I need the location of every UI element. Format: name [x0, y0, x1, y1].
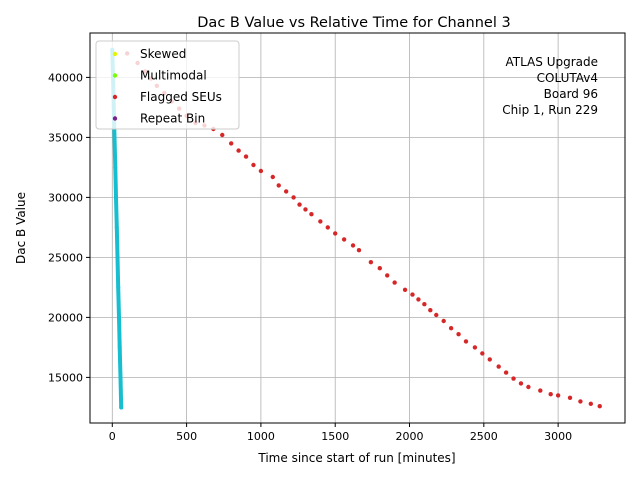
data-point	[597, 404, 602, 409]
data-point	[518, 381, 524, 386]
y-axis-ticks: 15000 20000 25000 30000 35000 40000	[48, 71, 90, 384]
data-point	[116, 285, 121, 290]
x-tick-label: 1000	[247, 430, 275, 443]
data-point	[251, 162, 256, 168]
data-point	[114, 225, 119, 230]
data-point	[578, 399, 583, 404]
data-point	[283, 189, 289, 194]
x-tick-label: 3000	[544, 430, 572, 443]
legend-marker	[112, 51, 118, 57]
data-point	[377, 266, 382, 271]
data-point	[402, 287, 408, 292]
data-point	[341, 237, 347, 242]
data-point	[548, 392, 553, 397]
data-point	[117, 345, 122, 350]
x-tick-label: 2500	[470, 430, 498, 443]
data-point	[115, 255, 120, 260]
data-point	[487, 357, 492, 362]
data-point	[119, 405, 124, 410]
y-tick-label: 40000	[48, 71, 83, 84]
data-point	[228, 141, 234, 146]
data-point	[318, 219, 323, 224]
data-point	[463, 339, 469, 344]
data-point	[333, 231, 338, 236]
data-point	[243, 154, 249, 159]
legend-marker	[112, 73, 118, 78]
gridlines	[90, 33, 625, 423]
data-point	[236, 148, 241, 153]
plot-area-frame	[89, 32, 626, 424]
annotation-line: Chip 1, Run 229	[502, 103, 598, 117]
data-point	[118, 375, 123, 380]
y-tick-label: 30000	[48, 191, 83, 204]
data-point	[297, 202, 302, 207]
data-point	[368, 260, 374, 265]
run-annotation: ATLAS Upgrade COLUTAv4 Board 96 Chip 1, Run…	[502, 55, 598, 117]
x-tick-label: 1500	[321, 430, 349, 443]
data-point	[116, 315, 121, 320]
data-point	[428, 308, 433, 313]
annotation-line: ATLAS Upgrade	[505, 55, 598, 69]
data-point	[270, 174, 275, 180]
data-point	[448, 326, 454, 331]
data-point	[220, 132, 225, 138]
data-point	[291, 195, 296, 200]
data-point	[496, 364, 501, 369]
data-point	[480, 351, 485, 356]
data-point	[567, 395, 573, 400]
y-axis-label: Dac B Value	[14, 192, 28, 264]
legend: Skewed Multimodal Flagged SEUs Repeat Bin	[95, 40, 240, 130]
y-tick-label: 35000	[48, 131, 83, 144]
data-point	[555, 393, 561, 398]
y-tick-label: 25000	[48, 251, 83, 264]
data-point	[392, 280, 397, 285]
legend-label: Multimodal	[140, 69, 207, 83]
chart-title: Dac B Value vs Relative Time for Channel…	[197, 15, 510, 31]
x-tick-label: 500	[176, 430, 197, 443]
legend-marker	[112, 116, 118, 121]
data-point	[356, 248, 362, 253]
data-point	[526, 384, 531, 390]
data-point	[588, 401, 594, 406]
data-point	[410, 292, 415, 297]
data-point	[276, 183, 281, 188]
data-point	[303, 207, 308, 212]
x-axis-label: Time since start of run [minutes]	[257, 451, 455, 465]
annotation-line: COLUTAv4	[537, 71, 598, 85]
x-tick-label: 2000	[396, 430, 424, 443]
data-point	[113, 165, 118, 170]
y-tick-label: 15000	[48, 371, 83, 384]
data-point	[503, 370, 509, 375]
annotation-line: Board 96	[544, 87, 598, 101]
data-point	[538, 388, 543, 393]
x-axis-ticks: 0 500 1000 1500 2000 2500 3000	[109, 423, 572, 443]
data-point	[472, 345, 478, 350]
data-point	[511, 376, 516, 381]
data-point	[416, 297, 421, 302]
data-point	[112, 135, 117, 140]
data-point	[350, 243, 356, 248]
data-point	[114, 195, 119, 200]
data-point	[422, 302, 427, 307]
legend-marker	[112, 94, 118, 100]
data-point	[441, 318, 446, 324]
legend-frame	[95, 40, 240, 130]
data-point	[385, 273, 390, 278]
data-point	[325, 225, 330, 230]
data-point	[309, 212, 314, 217]
legend-label: Repeat Bin	[140, 112, 205, 126]
legend-label: Skewed	[140, 47, 186, 61]
data-point	[456, 332, 461, 337]
data-point	[258, 168, 264, 174]
y-tick-label: 20000	[48, 311, 83, 324]
legend-label: Flagged SEUs	[140, 90, 222, 104]
x-tick-label: 0	[109, 430, 116, 443]
data-point	[434, 312, 439, 318]
